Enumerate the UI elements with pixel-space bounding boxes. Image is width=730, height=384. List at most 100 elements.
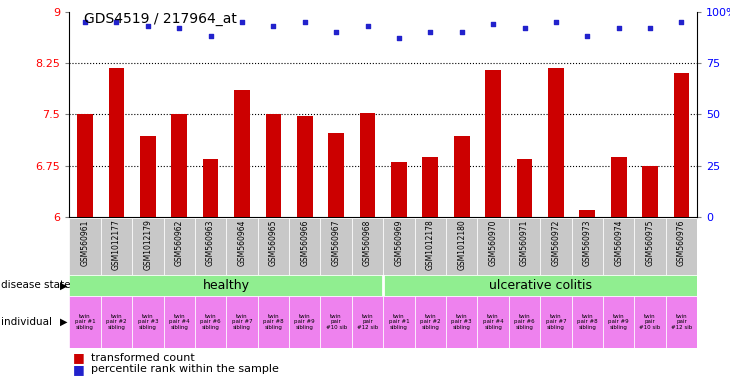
Text: twin
pair #1
sibling: twin pair #1 sibling [388, 314, 410, 330]
Bar [383, 218, 415, 275]
Text: twin
pair
#10 sib: twin pair #10 sib [326, 314, 347, 330]
Bar [164, 296, 195, 348]
Text: twin
pair
#10 sib: twin pair #10 sib [639, 314, 661, 330]
Text: twin
pair
#12 sib: twin pair #12 sib [671, 314, 692, 330]
Point [79, 19, 91, 25]
Text: twin
pair
#12 sib: twin pair #12 sib [357, 314, 378, 330]
Text: GSM560962: GSM560962 [174, 219, 184, 266]
Text: individual: individual [1, 317, 52, 327]
Bar [203, 159, 218, 217]
Bar [69, 218, 101, 275]
Text: healthy: healthy [203, 279, 250, 292]
Bar [360, 113, 375, 217]
Text: GSM560970: GSM560970 [488, 219, 498, 266]
Point [488, 21, 499, 27]
Text: twin
pair #2
sibling: twin pair #2 sibling [420, 314, 441, 330]
Bar [603, 218, 634, 275]
Bar [289, 218, 320, 275]
Bar [172, 114, 187, 217]
Point [612, 25, 624, 31]
Bar [477, 296, 509, 348]
Point [361, 23, 373, 29]
Text: twin
pair #1
sibling: twin pair #1 sibling [74, 314, 96, 330]
Bar [289, 296, 320, 348]
Text: GSM560976: GSM560976 [677, 219, 686, 266]
Bar [132, 218, 164, 275]
Bar [540, 296, 572, 348]
Text: twin
pair #7
sibling: twin pair #7 sibling [231, 314, 253, 330]
Text: twin
pair #6
sibling: twin pair #6 sibling [200, 314, 221, 330]
Bar [109, 68, 124, 217]
Bar [548, 68, 564, 217]
Bar [328, 133, 344, 217]
Text: GSM560967: GSM560967 [331, 219, 341, 266]
Text: ■: ■ [73, 363, 85, 376]
Point [173, 25, 185, 31]
Text: percentile rank within the sample: percentile rank within the sample [91, 364, 279, 374]
Bar [297, 116, 312, 217]
Bar [352, 296, 383, 348]
Text: GSM560972: GSM560972 [551, 219, 561, 266]
Text: GDS4519 / 217964_at: GDS4519 / 217964_at [84, 12, 237, 25]
Bar [642, 166, 658, 217]
Text: twin
pair #8
sibling: twin pair #8 sibling [263, 314, 284, 330]
Bar [540, 218, 572, 275]
Bar [69, 296, 101, 348]
Point [267, 23, 279, 29]
Bar [258, 296, 289, 348]
Bar [446, 296, 477, 348]
Bar [674, 73, 689, 217]
Bar [195, 218, 226, 275]
Bar [509, 296, 540, 348]
Bar [383, 296, 415, 348]
Text: twin
pair #7
sibling: twin pair #7 sibling [545, 314, 566, 330]
Point [456, 29, 468, 35]
Text: twin
pair #8
sibling: twin pair #8 sibling [577, 314, 598, 330]
Bar [101, 218, 132, 275]
Bar [580, 210, 595, 217]
Point [581, 33, 593, 39]
Text: GSM560969: GSM560969 [394, 219, 404, 266]
Text: GSM560961: GSM560961 [80, 219, 90, 266]
Bar [77, 114, 93, 217]
Bar [666, 218, 697, 275]
Bar [69, 275, 383, 296]
Text: GSM560973: GSM560973 [583, 219, 592, 266]
Bar [320, 218, 352, 275]
Text: GSM1012178: GSM1012178 [426, 219, 435, 270]
Point [675, 19, 687, 25]
Text: GSM560965: GSM560965 [269, 219, 278, 266]
Bar [517, 159, 532, 217]
Bar [383, 275, 697, 296]
Point [425, 29, 437, 35]
Text: twin
pair #4
sibling: twin pair #4 sibling [169, 314, 190, 330]
Bar [509, 218, 540, 275]
Bar [454, 136, 469, 217]
Point [393, 35, 404, 41]
Point [142, 23, 153, 29]
Text: GSM560971: GSM560971 [520, 219, 529, 266]
Text: ▶: ▶ [60, 280, 67, 290]
Bar [266, 114, 281, 217]
Text: GSM560974: GSM560974 [614, 219, 623, 266]
Bar [634, 218, 666, 275]
Text: GSM560968: GSM560968 [363, 219, 372, 266]
Text: GSM560964: GSM560964 [237, 219, 247, 266]
Bar [140, 136, 155, 217]
Bar [132, 296, 164, 348]
Text: twin
pair #3
sibling: twin pair #3 sibling [137, 314, 158, 330]
Bar [258, 218, 289, 275]
Bar [391, 162, 407, 217]
Bar [634, 296, 666, 348]
Text: GSM560966: GSM560966 [300, 219, 310, 266]
Bar [320, 296, 352, 348]
Bar [101, 296, 132, 348]
Point [550, 19, 562, 25]
Text: GSM1012179: GSM1012179 [143, 219, 153, 270]
Bar [164, 218, 195, 275]
Point [236, 19, 247, 25]
Point [644, 25, 656, 31]
Bar [195, 296, 226, 348]
Bar [446, 218, 477, 275]
Text: twin
pair #9
sibling: twin pair #9 sibling [294, 314, 315, 330]
